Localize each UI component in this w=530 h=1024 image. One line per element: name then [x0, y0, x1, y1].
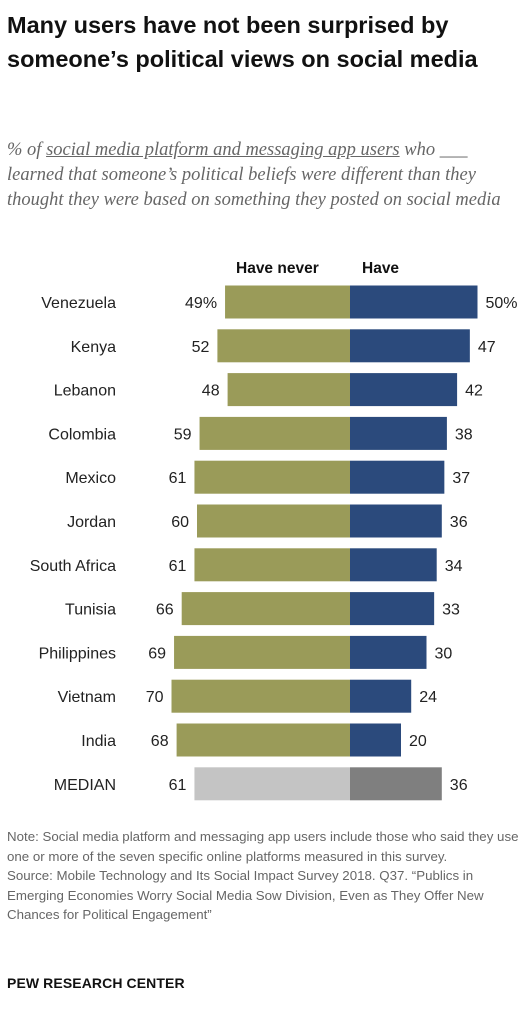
- value-label-have-south-africa: 34: [445, 558, 463, 575]
- category-label-kenya: Kenya: [71, 339, 116, 356]
- value-label-have-never-lebanon: 48: [202, 383, 220, 400]
- bar-have-kenya: [350, 329, 470, 363]
- value-label-have-never-mexico: 61: [169, 470, 187, 487]
- bar-have-never-kenya: [217, 329, 350, 363]
- value-label-have-never-south-africa: 61: [169, 558, 187, 575]
- value-label-have-never-vietnam: 70: [146, 689, 164, 706]
- chart-title: Many users have not been surprised by so…: [7, 12, 478, 72]
- bar-have-south-africa: [350, 548, 437, 582]
- value-label-have-lebanon: 42: [465, 383, 483, 400]
- chart-subtitle: % of social media platform and messaging…: [7, 138, 517, 213]
- value-label-have-never-tunisia: 66: [156, 602, 174, 619]
- bar-have-never-mexico: [194, 460, 350, 494]
- bar-have-never-south-africa: [194, 548, 350, 582]
- bar-have-never-venezuela: [225, 285, 350, 319]
- bar-have-never-india: [176, 723, 350, 757]
- bar-have-never-median: [194, 767, 350, 801]
- bar-have-never-vietnam: [171, 679, 350, 713]
- bar-have-never-lebanon: [227, 373, 350, 407]
- bar-have-mexico: [350, 460, 445, 494]
- value-label-have-india: 20: [409, 733, 427, 750]
- category-label-south-africa: South Africa: [30, 558, 116, 575]
- bar-have-tunisia: [350, 592, 435, 626]
- bar-have-colombia: [350, 416, 447, 450]
- category-label-philippines: Philippines: [39, 645, 116, 662]
- category-label-median: MEDIAN: [54, 777, 116, 794]
- category-label-mexico: Mexico: [65, 470, 116, 487]
- category-label-lebanon: Lebanon: [54, 383, 116, 400]
- category-label-tunisia: Tunisia: [65, 602, 116, 619]
- value-label-have-never-venezuela: 49%: [185, 295, 217, 312]
- footer-notes: Note: Social media platform and messagin…: [7, 827, 522, 925]
- bar-have-never-philippines: [174, 635, 350, 669]
- bar-have-never-jordan: [197, 504, 350, 538]
- footer-source: Source: Mobile Technology and Its Social…: [7, 868, 484, 922]
- subtitle-rest: who ___ learned that someone’s political…: [7, 140, 501, 210]
- bar-have-venezuela: [350, 285, 478, 319]
- bar-have-never-tunisia: [181, 592, 350, 626]
- category-label-vietnam: Vietnam: [58, 689, 116, 706]
- bar-have-jordan: [350, 504, 442, 538]
- value-label-have-mexico: 37: [452, 470, 470, 487]
- value-label-have-never-colombia: 59: [174, 426, 192, 443]
- subtitle-underlined: social media platform and messaging app …: [46, 140, 400, 160]
- value-label-have-philippines: 30: [435, 645, 453, 662]
- category-label-jordan: Jordan: [67, 514, 116, 531]
- bar-have-philippines: [350, 635, 427, 669]
- value-label-have-never-kenya: 52: [192, 339, 210, 356]
- value-label-have-never-india: 68: [151, 733, 169, 750]
- legend-have: Have: [362, 260, 400, 277]
- value-label-have-never-jordan: 60: [171, 514, 189, 531]
- value-label-have-vietnam: 24: [419, 689, 437, 706]
- subtitle-prefix: % of: [7, 140, 47, 160]
- value-label-have-tunisia: 33: [442, 602, 460, 619]
- value-label-have-jordan: 36: [450, 514, 468, 531]
- value-label-have-median: 36: [450, 777, 468, 794]
- bar-have-never-colombia: [199, 416, 350, 450]
- value-label-have-kenya: 47: [478, 339, 496, 356]
- category-label-india: India: [81, 733, 116, 750]
- brand-logo-text: PEW RESEARCH CENTER: [7, 975, 185, 991]
- value-label-have-venezuela: 50%: [486, 295, 518, 312]
- diverging-bar-chart: Venezuela 49% 50% Kenya 52 47 Lebanon 48 42 Colom…: [30, 285, 518, 801]
- bar-have-median: [350, 767, 442, 801]
- bar-have-vietnam: [350, 679, 412, 713]
- bar-have-lebanon: [350, 373, 458, 407]
- value-label-have-colombia: 38: [455, 426, 473, 443]
- value-label-have-never-median: 61: [169, 777, 187, 794]
- category-label-colombia: Colombia: [48, 426, 116, 443]
- legend-have-never: Have never: [236, 260, 319, 277]
- bar-have-india: [350, 723, 401, 757]
- footer-note: Note: Social media platform and messagin…: [7, 829, 519, 864]
- value-label-have-never-philippines: 69: [148, 645, 166, 662]
- category-label-venezuela: Venezuela: [41, 295, 116, 312]
